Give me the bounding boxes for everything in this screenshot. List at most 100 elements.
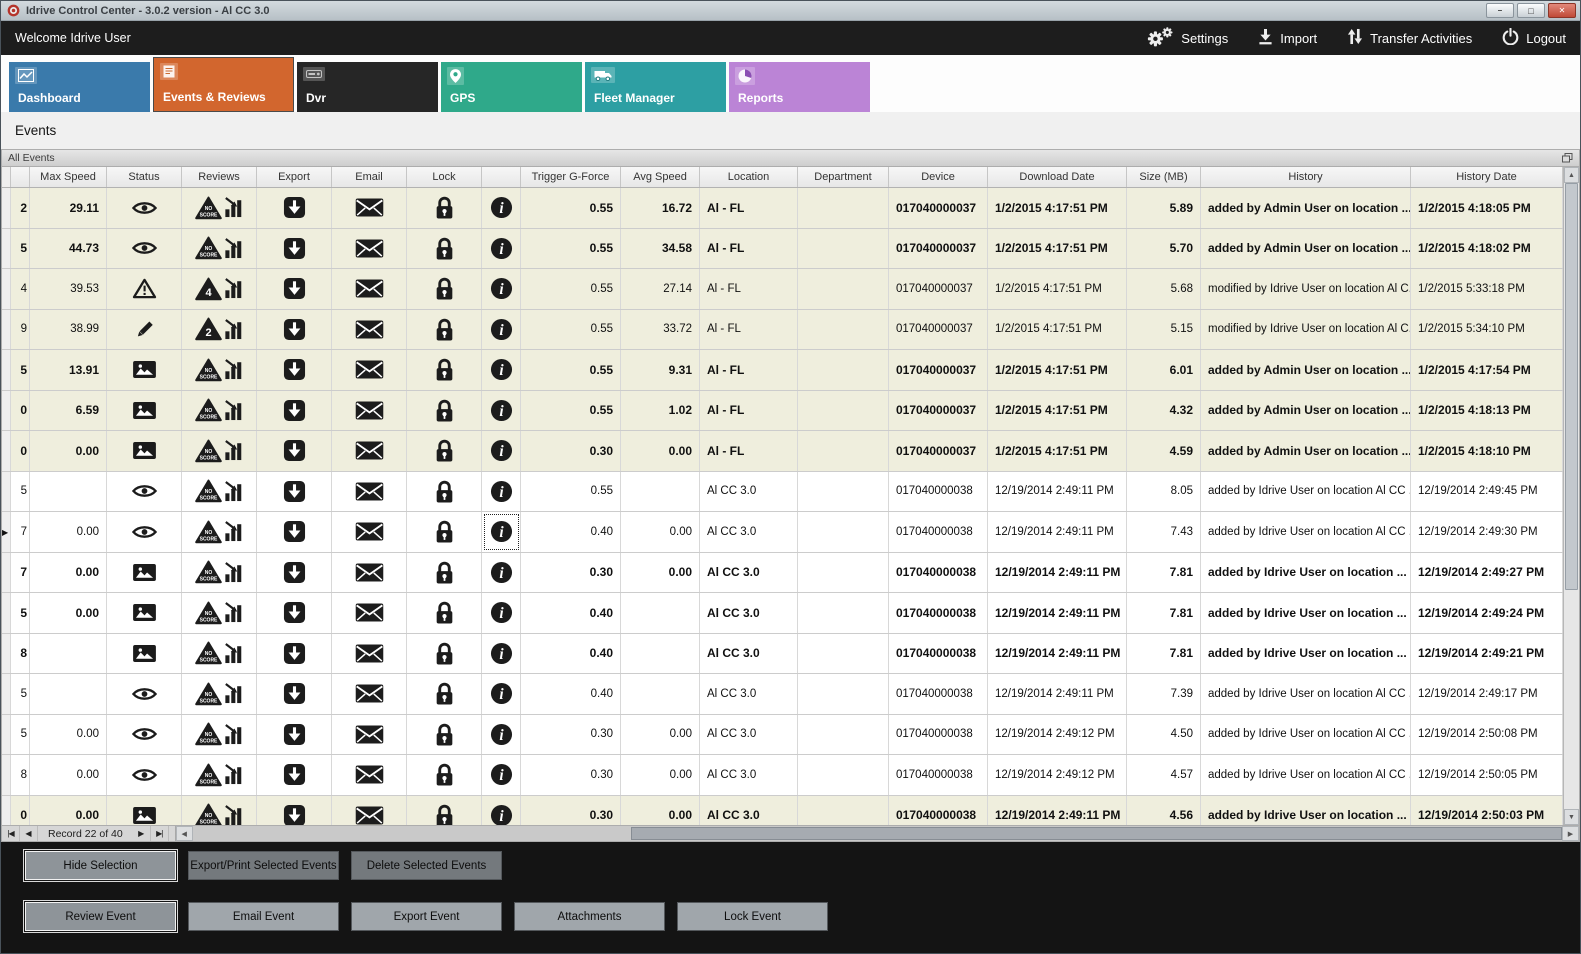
cell-size-mb[interactable]: 4.50 xyxy=(1127,714,1201,754)
cell-history-date[interactable]: 12/19/2014 2:50:03 PM xyxy=(1411,795,1563,825)
column-header-trigger-g-force[interactable]: Trigger G-Force xyxy=(521,167,621,187)
float-panel-icon[interactable] xyxy=(1562,153,1573,163)
cell-status[interactable] xyxy=(107,471,182,511)
cell-avg-speed[interactable]: 16.72 xyxy=(621,188,700,228)
cell-lock[interactable] xyxy=(407,674,482,714)
cell-size-mb[interactable]: 5.68 xyxy=(1127,269,1201,309)
cell-lock[interactable] xyxy=(407,755,482,795)
attachments-button[interactable]: Attachments xyxy=(514,902,665,931)
cell-avg-speed[interactable]: 0.00 xyxy=(621,755,700,795)
cell-size-mb[interactable]: 5.70 xyxy=(1127,228,1201,268)
cell-avg-speed[interactable] xyxy=(621,674,700,714)
table-row[interactable]: 0 6.59 NO SCORE i 0.55 1.02 Al - FL 017040000037… xyxy=(2,390,1563,431)
cell-export[interactable] xyxy=(257,390,332,430)
cell-export[interactable] xyxy=(257,552,332,592)
cell-location[interactable]: Al CC 3.0 xyxy=(700,633,798,673)
column-header-email[interactable]: Email xyxy=(332,167,407,187)
cell-history[interactable]: added by Idrive User on location ... xyxy=(1201,593,1411,633)
cell-email[interactable] xyxy=(332,714,407,754)
cell-avg-speed[interactable]: 1.02 xyxy=(621,390,700,430)
cell-device[interactable]: 017040000038 xyxy=(889,512,988,552)
cell-info[interactable]: i xyxy=(482,350,521,390)
cell-device[interactable]: 017040000038 xyxy=(889,714,988,754)
cell-history-date[interactable]: 12/19/2014 2:50:05 PM xyxy=(1411,755,1563,795)
column-header-history[interactable]: History xyxy=(1201,167,1411,187)
cell-download-date[interactable]: 12/19/2014 2:49:11 PM xyxy=(988,674,1127,714)
cell-reviews[interactable]: NO SCORE xyxy=(182,795,257,825)
tab-reports[interactable]: Reports xyxy=(729,62,870,112)
cell-download-date[interactable]: 12/19/2014 2:49:11 PM xyxy=(988,552,1127,592)
cell-export[interactable] xyxy=(257,633,332,673)
cell-reviews[interactable]: 4 xyxy=(182,269,257,309)
table-row[interactable]: 5 NO SCORE i 0.40 Al CC 3.0 017040000038 12/19/… xyxy=(2,674,1563,715)
cell-reviews[interactable]: NO SCORE xyxy=(182,350,257,390)
cell-info[interactable]: i xyxy=(482,593,521,633)
column-header-lock[interactable]: Lock xyxy=(407,167,482,187)
cell-download-date[interactable]: 12/19/2014 2:49:11 PM xyxy=(988,512,1127,552)
cell-size-mb[interactable]: 4.56 xyxy=(1127,795,1201,825)
cell-device[interactable]: 017040000038 xyxy=(889,593,988,633)
cell-email[interactable] xyxy=(332,228,407,268)
column-header-device[interactable]: Device xyxy=(889,167,988,187)
cell-download-date[interactable]: 1/2/2015 4:17:51 PM xyxy=(988,350,1127,390)
cell-export[interactable] xyxy=(257,269,332,309)
table-row[interactable]: 2 29.11 NO SCORE i 0.55 16.72 Al - FL 0170400000… xyxy=(2,188,1563,229)
cell-info[interactable]: i xyxy=(482,552,521,592)
cell-trigger-g-force[interactable]: 0.40 xyxy=(521,512,621,552)
tab-fleet-manager[interactable]: Fleet Manager xyxy=(585,62,726,112)
cell-lock[interactable] xyxy=(407,188,482,228)
cell-location[interactable]: Al - FL xyxy=(700,188,798,228)
cell-history-date[interactable]: 1/2/2015 5:34:10 PM xyxy=(1411,309,1563,349)
previous-record-button[interactable] xyxy=(20,826,38,841)
cell-history-date[interactable]: 12/19/2014 2:49:45 PM xyxy=(1411,471,1563,511)
cell-info[interactable]: i xyxy=(482,674,521,714)
cell-email[interactable] xyxy=(332,552,407,592)
cell-department[interactable] xyxy=(798,188,889,228)
table-row[interactable]: 9 38.99 2 i 0.55 33.72 Al - FL 017040000037 1/2/… xyxy=(2,309,1563,350)
cell-history[interactable]: added by Admin User on location ... xyxy=(1201,431,1411,471)
cell-avg-speed[interactable]: 9.31 xyxy=(621,350,700,390)
horizontal-scroll-thumb[interactable] xyxy=(630,827,1562,840)
first-record-button[interactable] xyxy=(2,826,20,841)
next-record-button[interactable] xyxy=(133,826,151,841)
cell-location[interactable]: Al CC 3.0 xyxy=(700,755,798,795)
minimize-button[interactable] xyxy=(1486,3,1514,18)
cell-trigger-g-force[interactable]: 0.55 xyxy=(521,309,621,349)
cell-status[interactable] xyxy=(107,309,182,349)
logout-button[interactable]: Logout xyxy=(1502,27,1566,48)
delete-selected-events-button[interactable]: Delete Selected Events xyxy=(351,851,502,880)
cell-size-mb[interactable]: 5.89 xyxy=(1127,188,1201,228)
cell-department[interactable] xyxy=(798,552,889,592)
horizontal-scrollbar[interactable] xyxy=(174,826,1579,841)
cell-reviews[interactable]: NO SCORE xyxy=(182,714,257,754)
vertical-scroll-track[interactable] xyxy=(1564,183,1579,809)
cell-size-mb[interactable]: 4.57 xyxy=(1127,755,1201,795)
cell-trigger-g-force[interactable]: 0.55 xyxy=(521,471,621,511)
cell-size-mb[interactable]: 6.01 xyxy=(1127,350,1201,390)
cell-info[interactable]: i xyxy=(482,431,521,471)
cell-history[interactable]: added by Admin User on location ... xyxy=(1201,228,1411,268)
table-row[interactable]: 5 0.00 NO SCORE i 0.30 0.00 Al CC 3.0 0170400000… xyxy=(2,714,1563,755)
close-button[interactable] xyxy=(1548,3,1576,18)
cell-max-speed[interactable]: 6.59 xyxy=(30,390,107,430)
cell-department[interactable] xyxy=(798,795,889,825)
cell-max-speed[interactable]: 0.00 xyxy=(30,593,107,633)
cell-max-speed[interactable]: 0.00 xyxy=(30,755,107,795)
cell-status[interactable] xyxy=(107,431,182,471)
cell-avg-speed[interactable]: 0.00 xyxy=(621,714,700,754)
cell-history-date[interactable]: 1/2/2015 4:18:05 PM xyxy=(1411,188,1563,228)
cell-location[interactable]: Al CC 3.0 xyxy=(700,471,798,511)
transfer-activities-button[interactable]: Transfer Activities xyxy=(1347,28,1472,48)
email-event-button[interactable]: Email Event xyxy=(188,902,339,931)
cell-history[interactable]: added by Idrive User on location Al CC .… xyxy=(1201,471,1411,511)
cell-export[interactable] xyxy=(257,188,332,228)
cell-lock[interactable] xyxy=(407,390,482,430)
cell-export[interactable] xyxy=(257,431,332,471)
cell-trigger-g-force[interactable]: 0.55 xyxy=(521,188,621,228)
cell-info[interactable]: i xyxy=(482,795,521,825)
cell-history-date[interactable]: 12/19/2014 2:49:17 PM xyxy=(1411,674,1563,714)
cell-email[interactable] xyxy=(332,188,407,228)
cell-history-date[interactable]: 12/19/2014 2:49:21 PM xyxy=(1411,633,1563,673)
cell-max-speed[interactable]: 0.00 xyxy=(30,552,107,592)
cell-reviews[interactable]: NO SCORE xyxy=(182,512,257,552)
